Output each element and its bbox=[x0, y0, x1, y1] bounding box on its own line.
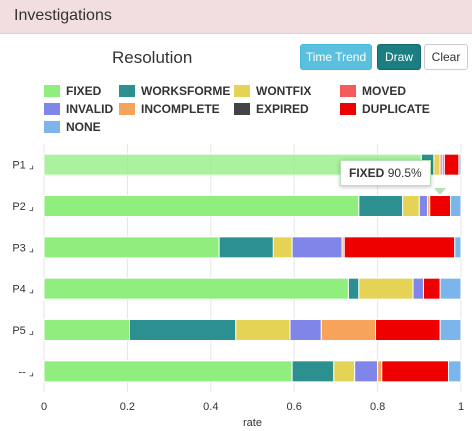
bar-fixed bbox=[43, 319, 130, 341]
legend-item-incomplete[interactable]: INCOMPLETE bbox=[119, 102, 220, 116]
legend-item-none[interactable]: NONE bbox=[44, 120, 101, 134]
bar-invalid bbox=[354, 360, 379, 383]
clear-button[interactable]: Clear bbox=[424, 44, 468, 70]
y-tick-label: P5 ⌟ bbox=[12, 325, 34, 337]
legend-swatch bbox=[44, 103, 60, 115]
bar-none bbox=[458, 153, 462, 176]
chart-tooltip: FIXED 90.5% bbox=[340, 160, 431, 186]
x-tick-label: 0.2 bbox=[120, 401, 135, 413]
bar-wontfix bbox=[272, 236, 293, 259]
legend-swatch bbox=[119, 85, 135, 97]
y-tick-label: P1 ⌟ bbox=[12, 160, 34, 172]
y-tick-label: -- ⌟ bbox=[18, 366, 34, 378]
x-tick-label: 0.4 bbox=[203, 401, 218, 413]
legend-swatch bbox=[340, 103, 356, 115]
legend-label: INCOMPLETE bbox=[141, 102, 220, 116]
legend-item-moved[interactable]: MOVED bbox=[340, 84, 406, 98]
legend-swatch bbox=[44, 121, 60, 133]
legend-label: DUPLICATE bbox=[362, 102, 430, 116]
bar-invalid bbox=[418, 195, 429, 217]
bar-none bbox=[439, 277, 462, 300]
legend-swatch bbox=[234, 85, 250, 97]
chart-legend: FIXED WORKSFORME WONTFIX MOVED INVALID INCOMP… bbox=[44, 84, 464, 138]
bar-none bbox=[454, 236, 462, 259]
legend-label: EXPIRED bbox=[256, 102, 309, 116]
bar-invalid bbox=[291, 236, 343, 259]
bar-wontfix bbox=[402, 195, 420, 217]
legend-swatch bbox=[44, 85, 60, 97]
bar-fixed bbox=[43, 277, 349, 300]
legend-label: MOVED bbox=[362, 84, 407, 98]
bar-duplicate bbox=[343, 236, 456, 259]
bar-none bbox=[439, 319, 462, 341]
legend-item-worksforme[interactable]: WORKSFORME bbox=[119, 84, 230, 98]
legend-item-invalid[interactable]: INVALID bbox=[44, 102, 113, 116]
legend-swatch bbox=[234, 103, 250, 115]
x-tick-label: 0 bbox=[41, 401, 47, 413]
bar-duplicate bbox=[443, 153, 460, 176]
legend-label: WORKSFORME bbox=[141, 84, 231, 98]
bar-duplicate bbox=[429, 195, 452, 217]
chart-title: Resolution bbox=[112, 48, 193, 67]
legend-label: INVALID bbox=[66, 102, 114, 116]
tooltip-arrow bbox=[434, 188, 446, 195]
bar-duplicate bbox=[375, 319, 441, 341]
bar-worksforme bbox=[358, 195, 404, 217]
bar-worksforme bbox=[128, 319, 237, 341]
legend-swatch bbox=[119, 103, 135, 115]
bar-none bbox=[450, 195, 462, 217]
bar-duplicate bbox=[381, 360, 449, 383]
x-tick-label: 0.8 bbox=[370, 401, 385, 413]
bar-invalid bbox=[412, 277, 424, 300]
bar-wontfix bbox=[433, 153, 441, 176]
legend-item-duplicate[interactable]: DUPLICATE bbox=[340, 102, 430, 116]
y-tick-label: P4 ⌟ bbox=[12, 284, 34, 296]
bar-invalid bbox=[289, 319, 322, 341]
bar-worksforme bbox=[218, 236, 274, 259]
legend-item-fixed[interactable]: FIXED bbox=[44, 84, 101, 98]
bar-fixed bbox=[43, 360, 293, 383]
legend-label: FIXED bbox=[66, 84, 102, 98]
legend-label: WONTFIX bbox=[256, 84, 312, 98]
bar-incomplete bbox=[377, 360, 383, 383]
bar-wontfix bbox=[358, 277, 414, 300]
legend-item-expired[interactable]: EXPIRED bbox=[234, 102, 309, 116]
bar-wontfix bbox=[333, 360, 356, 383]
bar-fixed bbox=[43, 195, 360, 217]
legend-item-wontfix[interactable]: WONTFIX bbox=[234, 84, 311, 98]
panel-title: Investigations bbox=[14, 7, 112, 24]
x-tick-label: 0.6 bbox=[287, 401, 302, 413]
bar-worksforme bbox=[347, 277, 360, 300]
bar-duplicate bbox=[422, 277, 441, 300]
legend-swatch bbox=[340, 85, 356, 97]
y-tick-label: P3 ⌟ bbox=[12, 242, 34, 254]
x-axis-label: rate bbox=[243, 417, 262, 429]
tooltip-value: 90.5% bbox=[387, 166, 422, 180]
x-tick-label: 1 bbox=[458, 401, 464, 413]
bar-worksforme bbox=[291, 360, 335, 383]
bar-none bbox=[447, 360, 462, 383]
y-tick-label: P2 ⌟ bbox=[12, 201, 34, 213]
tooltip-label: FIXED bbox=[349, 166, 385, 180]
legend-label: NONE bbox=[66, 120, 101, 134]
bar-wontfix bbox=[235, 319, 291, 341]
bar-fixed bbox=[43, 236, 220, 259]
time-trend-button[interactable]: Time Trend bbox=[300, 44, 372, 70]
panel-header: Investigations bbox=[0, 0, 472, 34]
bar-incomplete bbox=[320, 319, 377, 341]
draw-button[interactable]: Draw bbox=[377, 44, 421, 70]
